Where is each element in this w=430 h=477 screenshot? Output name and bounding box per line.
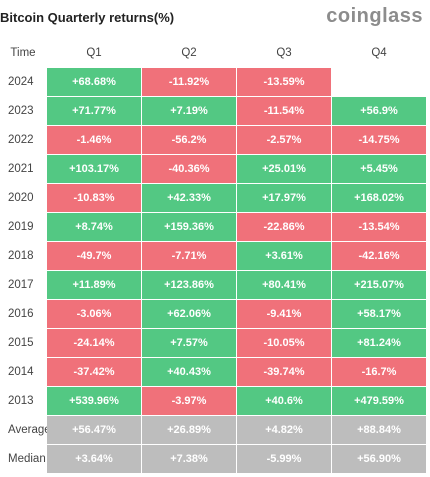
table-row: 2015 -24.14% +7.57% -10.05% +81.24%: [0, 329, 428, 358]
table-row: 2020 -10.83% +42.33% +17.97% +168.02%: [0, 184, 428, 213]
table-row: 2018 -49.7% -7.71% +3.61% -42.16%: [0, 242, 428, 271]
return-cell: +25.01%: [237, 155, 331, 183]
return-cell: +71.77%: [47, 97, 141, 125]
return-cell: +215.07%: [332, 271, 426, 299]
summary-row-label: Median: [8, 453, 46, 465]
return-cell: -39.74%: [237, 358, 331, 386]
return-cell: -24.14%: [47, 329, 141, 357]
column-header-q3: Q3: [276, 46, 292, 59]
chart-title: Bitcoin Quarterly returns(%): [0, 10, 175, 25]
return-cell: -14.75%: [332, 126, 426, 154]
return-cell: +539.96%: [47, 387, 141, 415]
return-cell: -7.71%: [142, 242, 236, 270]
return-cell: +168.02%: [332, 184, 426, 212]
return-cell: -40.36%: [142, 155, 236, 183]
return-cell: +40.6%: [237, 387, 331, 415]
column-header-q2: Q2: [181, 46, 197, 59]
return-cell: -13.54%: [332, 213, 426, 241]
summary-cell: +4.82%: [237, 416, 331, 444]
return-cell: +103.17%: [47, 155, 141, 183]
table-row: 2014 -37.42% +40.43% -39.74% -16.7%: [0, 358, 428, 387]
return-cell: -10.83%: [47, 184, 141, 212]
return-cell: -3.97%: [142, 387, 236, 415]
return-cell: +7.57%: [142, 329, 236, 357]
return-cell: +3.61%: [237, 242, 331, 270]
return-cell: -37.42%: [47, 358, 141, 386]
table-row: 2016 -3.06% +62.06% -9.41% +58.17%: [0, 300, 428, 329]
return-cell: -13.59%: [237, 68, 331, 96]
return-cell: +5.45%: [332, 155, 426, 183]
row-label-year: 2021: [8, 163, 34, 175]
return-cell: -16.7%: [332, 358, 426, 386]
row-label-year: 2023: [8, 105, 34, 117]
summary-cell: +56.47%: [47, 416, 141, 444]
return-cell: +58.17%: [332, 300, 426, 328]
return-cell: +7.19%: [142, 97, 236, 125]
table-row: 2021 +103.17% -40.36% +25.01% +5.45%: [0, 155, 428, 184]
table-row: 2023 +71.77% +7.19% -11.54% +56.9%: [0, 97, 428, 126]
row-label-year: 2016: [8, 308, 34, 320]
column-header-q1: Q1: [86, 46, 102, 59]
return-cell: +40.43%: [142, 358, 236, 386]
header-row: Time Q1 Q2 Q3 Q4: [0, 38, 428, 68]
return-cell: -49.7%: [47, 242, 141, 270]
return-cell: +81.24%: [332, 329, 426, 357]
return-cell: +56.9%: [332, 97, 426, 125]
return-cell: +479.59%: [332, 387, 426, 415]
table-row: 2024 +68.68% -11.92% -13.59%: [0, 68, 428, 97]
summary-cell: +3.64%: [47, 445, 141, 473]
return-cell: [332, 68, 426, 96]
summary-cell: +7.38%: [142, 445, 236, 473]
summary-row: Median +3.64% +7.38% -5.99% +56.90%: [0, 445, 428, 474]
return-cell: +11.89%: [47, 271, 141, 299]
return-cell: +17.97%: [237, 184, 331, 212]
return-cell: -9.41%: [237, 300, 331, 328]
return-cell: -11.54%: [237, 97, 331, 125]
column-header-q4: Q4: [371, 46, 387, 59]
row-label-year: 2022: [8, 134, 34, 146]
row-label-year: 2013: [8, 395, 34, 407]
column-header-time: Time: [10, 46, 36, 59]
summary-row: Average +56.47% +26.89% +4.82% +88.84%: [0, 416, 428, 445]
row-label-year: 2018: [8, 250, 34, 262]
return-cell: +68.68%: [47, 68, 141, 96]
row-label-year: 2015: [8, 337, 34, 349]
return-cell: +8.74%: [47, 213, 141, 241]
returns-table: Time Q1 Q2 Q3 Q4 2024 +68.68% -11.92% -13.5…: [0, 38, 428, 474]
return-cell: +123.86%: [142, 271, 236, 299]
return-cell: -22.86%: [237, 213, 331, 241]
summary-cell: +56.90%: [332, 445, 426, 473]
return-cell: -10.05%: [237, 329, 331, 357]
summary-cell: +88.84%: [332, 416, 426, 444]
row-label-year: 2024: [8, 76, 34, 88]
table-row: 2022 -1.46% -56.2% -2.57% -14.75%: [0, 126, 428, 155]
return-cell: -1.46%: [47, 126, 141, 154]
row-label-year: 2014: [8, 366, 34, 378]
return-cell: -11.92%: [142, 68, 236, 96]
return-cell: +80.41%: [237, 271, 331, 299]
coinglass-logo: coinglass: [326, 5, 423, 27]
return-cell: -42.16%: [332, 242, 426, 270]
summary-cell: +26.89%: [142, 416, 236, 444]
summary-row-label: Average: [8, 424, 51, 436]
row-label-year: 2019: [8, 221, 34, 233]
return-cell: +62.06%: [142, 300, 236, 328]
table-row: 2013 +539.96% -3.97% +40.6% +479.59%: [0, 387, 428, 416]
return-cell: -56.2%: [142, 126, 236, 154]
return-cell: +42.33%: [142, 184, 236, 212]
return-cell: +159.36%: [142, 213, 236, 241]
row-label-year: 2020: [8, 192, 34, 204]
row-label-year: 2017: [8, 279, 34, 291]
summary-cell: -5.99%: [237, 445, 331, 473]
return-cell: -3.06%: [47, 300, 141, 328]
table-row: 2017 +11.89% +123.86% +80.41% +215.07%: [0, 271, 428, 300]
return-cell: -2.57%: [237, 126, 331, 154]
table-row: 2019 +8.74% +159.36% -22.86% -13.54%: [0, 213, 428, 242]
